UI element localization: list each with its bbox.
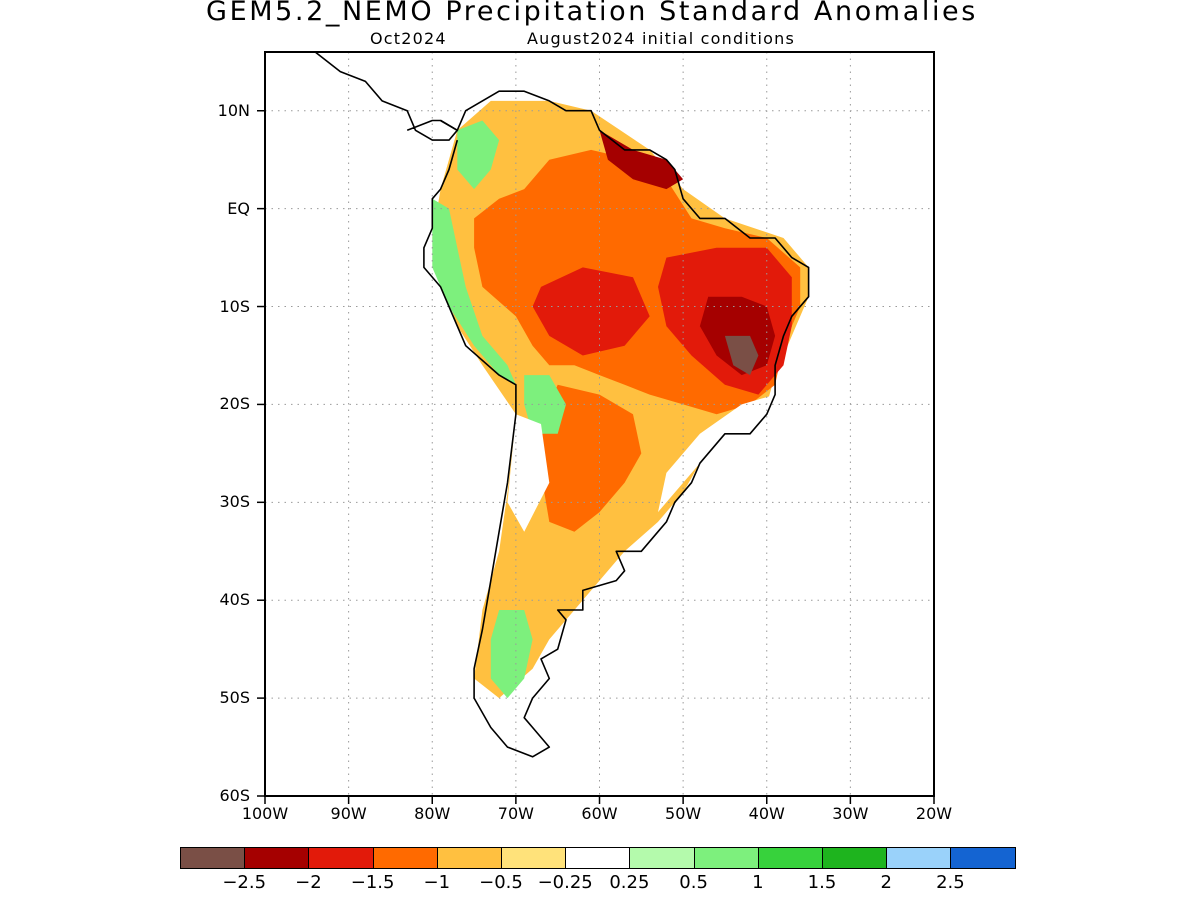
colorbar-swatch [757,847,824,869]
lon-label: 50W [665,804,702,823]
graticule [265,52,934,796]
anomaly-region-amazon-lt-m1-5-west [532,267,650,356]
lat-label: 10S [219,296,250,316]
coastline [423,90,810,758]
initial-conditions-label: August2024 initial conditions [527,29,795,48]
map-title: GEM5.2_NEMO Precipitation Standard Anoma… [206,0,978,27]
forecast-month: Oct2024 [370,29,447,48]
lat-label: 40S [219,590,250,610]
lon-label: 40W [748,804,785,823]
colorbar-swatch [693,847,760,869]
colorbar-label: 2.5 [936,872,965,893]
colorbar-label: −1.5 [350,872,395,893]
anomaly-region-patagonia-gt-0-5 [490,610,533,699]
anomaly-region-southeast-brazil-near-normal [658,394,776,513]
lat-label: 50S [219,688,250,708]
colorbar-label: 2 [880,872,892,893]
lon-label: 90W [330,804,367,823]
lat-label: EQ [227,198,250,218]
colorbar-swatch [950,847,1017,869]
lon-label: 60W [581,804,618,823]
lat-label: 20S [219,394,250,414]
colorbar-swatch [244,847,310,869]
colorbar-label: 1 [752,872,764,893]
axis-ticks [257,109,935,804]
colorbar-label: −0.5 [479,872,523,893]
colorbar-label: −2.5 [222,872,267,893]
lon-label: 100W [241,804,289,823]
lon-label: 20W [915,804,953,823]
central-america-coast [296,52,459,141]
colorbar-label: −2 [295,872,322,893]
colorbar-label: −1 [423,872,451,893]
colorbar-swatch [501,847,567,869]
anomaly-region-ecuador-peru-gt-0-5 [432,198,516,385]
colorbar-swatch [629,847,696,869]
colorbar-swatch [822,847,888,869]
anomaly-region-guiana-coast-lt-m2 [599,130,684,190]
colorbar-swatch [436,847,503,869]
colorbar-swatch [180,847,246,869]
anomaly-region-central-south [541,384,642,532]
colorbar-swatch [886,847,952,869]
colorbar-label: 1.5 [807,872,837,893]
colorbar-label: 0.25 [609,872,650,893]
lat-label: 10N [217,100,250,120]
lat-label: 60S [219,786,250,805]
lat-label: 30S [219,492,250,512]
anomaly-region-andes-colombia-gt-0-5 [457,120,500,190]
anomaly-region-northeast-lt-m2-5 [724,335,759,376]
lon-label: 30W [832,804,869,823]
colorbar-swatch [565,847,631,869]
colorbar-label: −0.25 [537,872,593,893]
colorbar-swatch [308,847,375,869]
coastlines [296,52,810,758]
lon-label: 70W [497,804,534,823]
colorbar-swatch [372,847,439,869]
colorbar-label: 0.5 [679,872,708,893]
anomaly-regions [432,100,809,699]
lon-label: 80W [414,804,451,823]
